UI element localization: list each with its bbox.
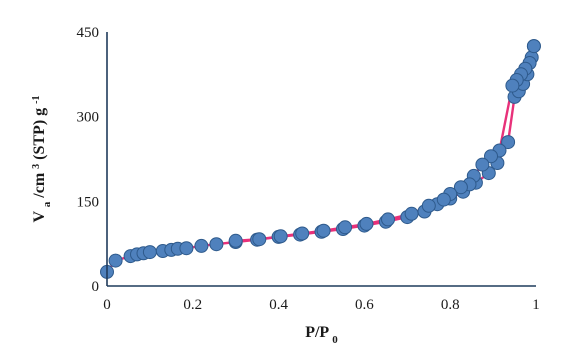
data-point: [505, 78, 520, 93]
data-point: [421, 198, 436, 213]
x-tick-labels: 0 0.2 0.4 0.6 0.8 1: [103, 297, 540, 313]
data-point: [484, 149, 498, 164]
data-point: [252, 232, 267, 247]
x-tick-label: 1: [532, 297, 540, 313]
data-point: [194, 238, 209, 253]
y-tick-label: 0: [92, 279, 100, 295]
data-point: [381, 212, 395, 227]
y-tick-label: 300: [77, 110, 100, 126]
y-tick-label: 150: [77, 194, 100, 210]
data-point: [295, 226, 310, 241]
data-point: [436, 192, 451, 207]
data-point: [108, 253, 123, 268]
y-axis-title-stp: (STP) g: [31, 108, 48, 160]
x-tick-label: 0.8: [441, 297, 460, 313]
data-point: [526, 39, 541, 54]
y-axis-title-supm1: -1: [31, 96, 42, 104]
data-point: [228, 233, 243, 248]
data-point: [453, 180, 468, 195]
x-axis-title-main: P/P: [305, 324, 329, 341]
data-point: [501, 135, 516, 150]
y-axis-title-cm: /cm: [31, 172, 48, 199]
data-point: [404, 206, 419, 221]
y-axis-title: V a /cm 3 (STP) g -1: [31, 96, 54, 223]
y-axis-title-sup3: 3: [31, 164, 42, 169]
x-axis-title-sub: 0: [332, 334, 338, 346]
x-axis-title: P/P 0: [305, 324, 338, 346]
y-tick-labels: 0 150 300 450: [77, 25, 100, 295]
y-axis-title-v: V: [31, 210, 48, 222]
data-point: [338, 220, 353, 235]
data-point: [475, 157, 490, 172]
x-tick-label: 0: [103, 297, 111, 313]
data-point: [316, 223, 331, 238]
y-axis-title-sub-a: a: [41, 201, 53, 207]
x-tick-label: 0.6: [355, 297, 374, 313]
data-point: [142, 245, 157, 260]
series-line-2: [235, 45, 536, 242]
data-point: [273, 229, 288, 244]
data-point: [359, 216, 374, 231]
x-tick-label: 0.4: [269, 297, 288, 313]
data-point: [179, 241, 194, 256]
data-markers: [100, 39, 541, 279]
x-tick-label: 0.2: [183, 297, 202, 313]
data-point: [209, 237, 224, 252]
y-tick-label: 450: [77, 25, 100, 41]
